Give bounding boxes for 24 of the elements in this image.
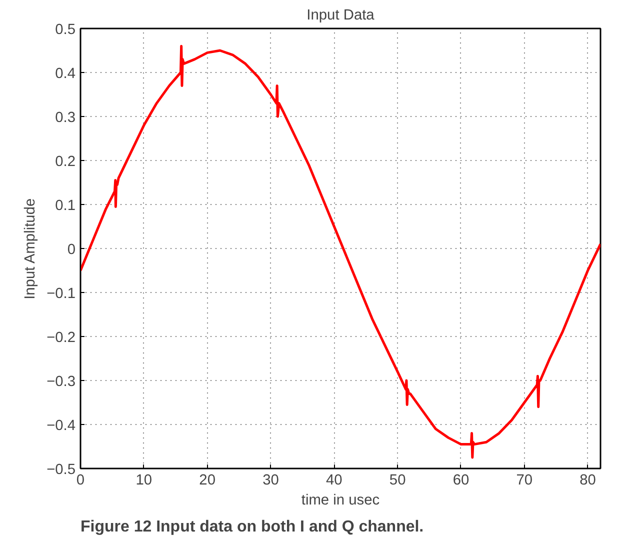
- line-series: [80, 44, 600, 459]
- y-tick-label: 0: [67, 242, 76, 258]
- y-tick-label: −0.3: [46, 374, 76, 390]
- x-tick-label: 80: [580, 472, 596, 488]
- x-tick-label: 20: [199, 472, 216, 488]
- y-tick-label: −0.5: [46, 462, 76, 478]
- x-tick-label: 70: [516, 472, 533, 488]
- y-tick-label: −0.1: [46, 286, 76, 302]
- x-tick-label: 60: [452, 472, 470, 488]
- x-tick-label: 40: [326, 472, 342, 488]
- y-tick-label: 0.2: [55, 154, 76, 170]
- y-tick-label: −0.2: [46, 330, 76, 346]
- x-tick-label: 30: [262, 472, 279, 488]
- caption: Figure 12 Input data on both I and Q channel.: [80, 518, 424, 536]
- y-axis-title: Input Amplitude: [22, 198, 39, 300]
- y-tick-label: 0.5: [55, 22, 76, 38]
- x-tick-label: 50: [389, 472, 406, 488]
- y-tick-label: −0.4: [46, 418, 76, 434]
- y-tick-label: 0.1: [55, 198, 76, 214]
- y-tick-label: 0.3: [55, 110, 76, 126]
- x-tick-label: 10: [136, 472, 152, 488]
- y-tick-label: 0.4: [55, 66, 76, 82]
- chart-title: Input Data: [306, 8, 376, 24]
- x-axis-title: time in usec: [301, 492, 380, 508]
